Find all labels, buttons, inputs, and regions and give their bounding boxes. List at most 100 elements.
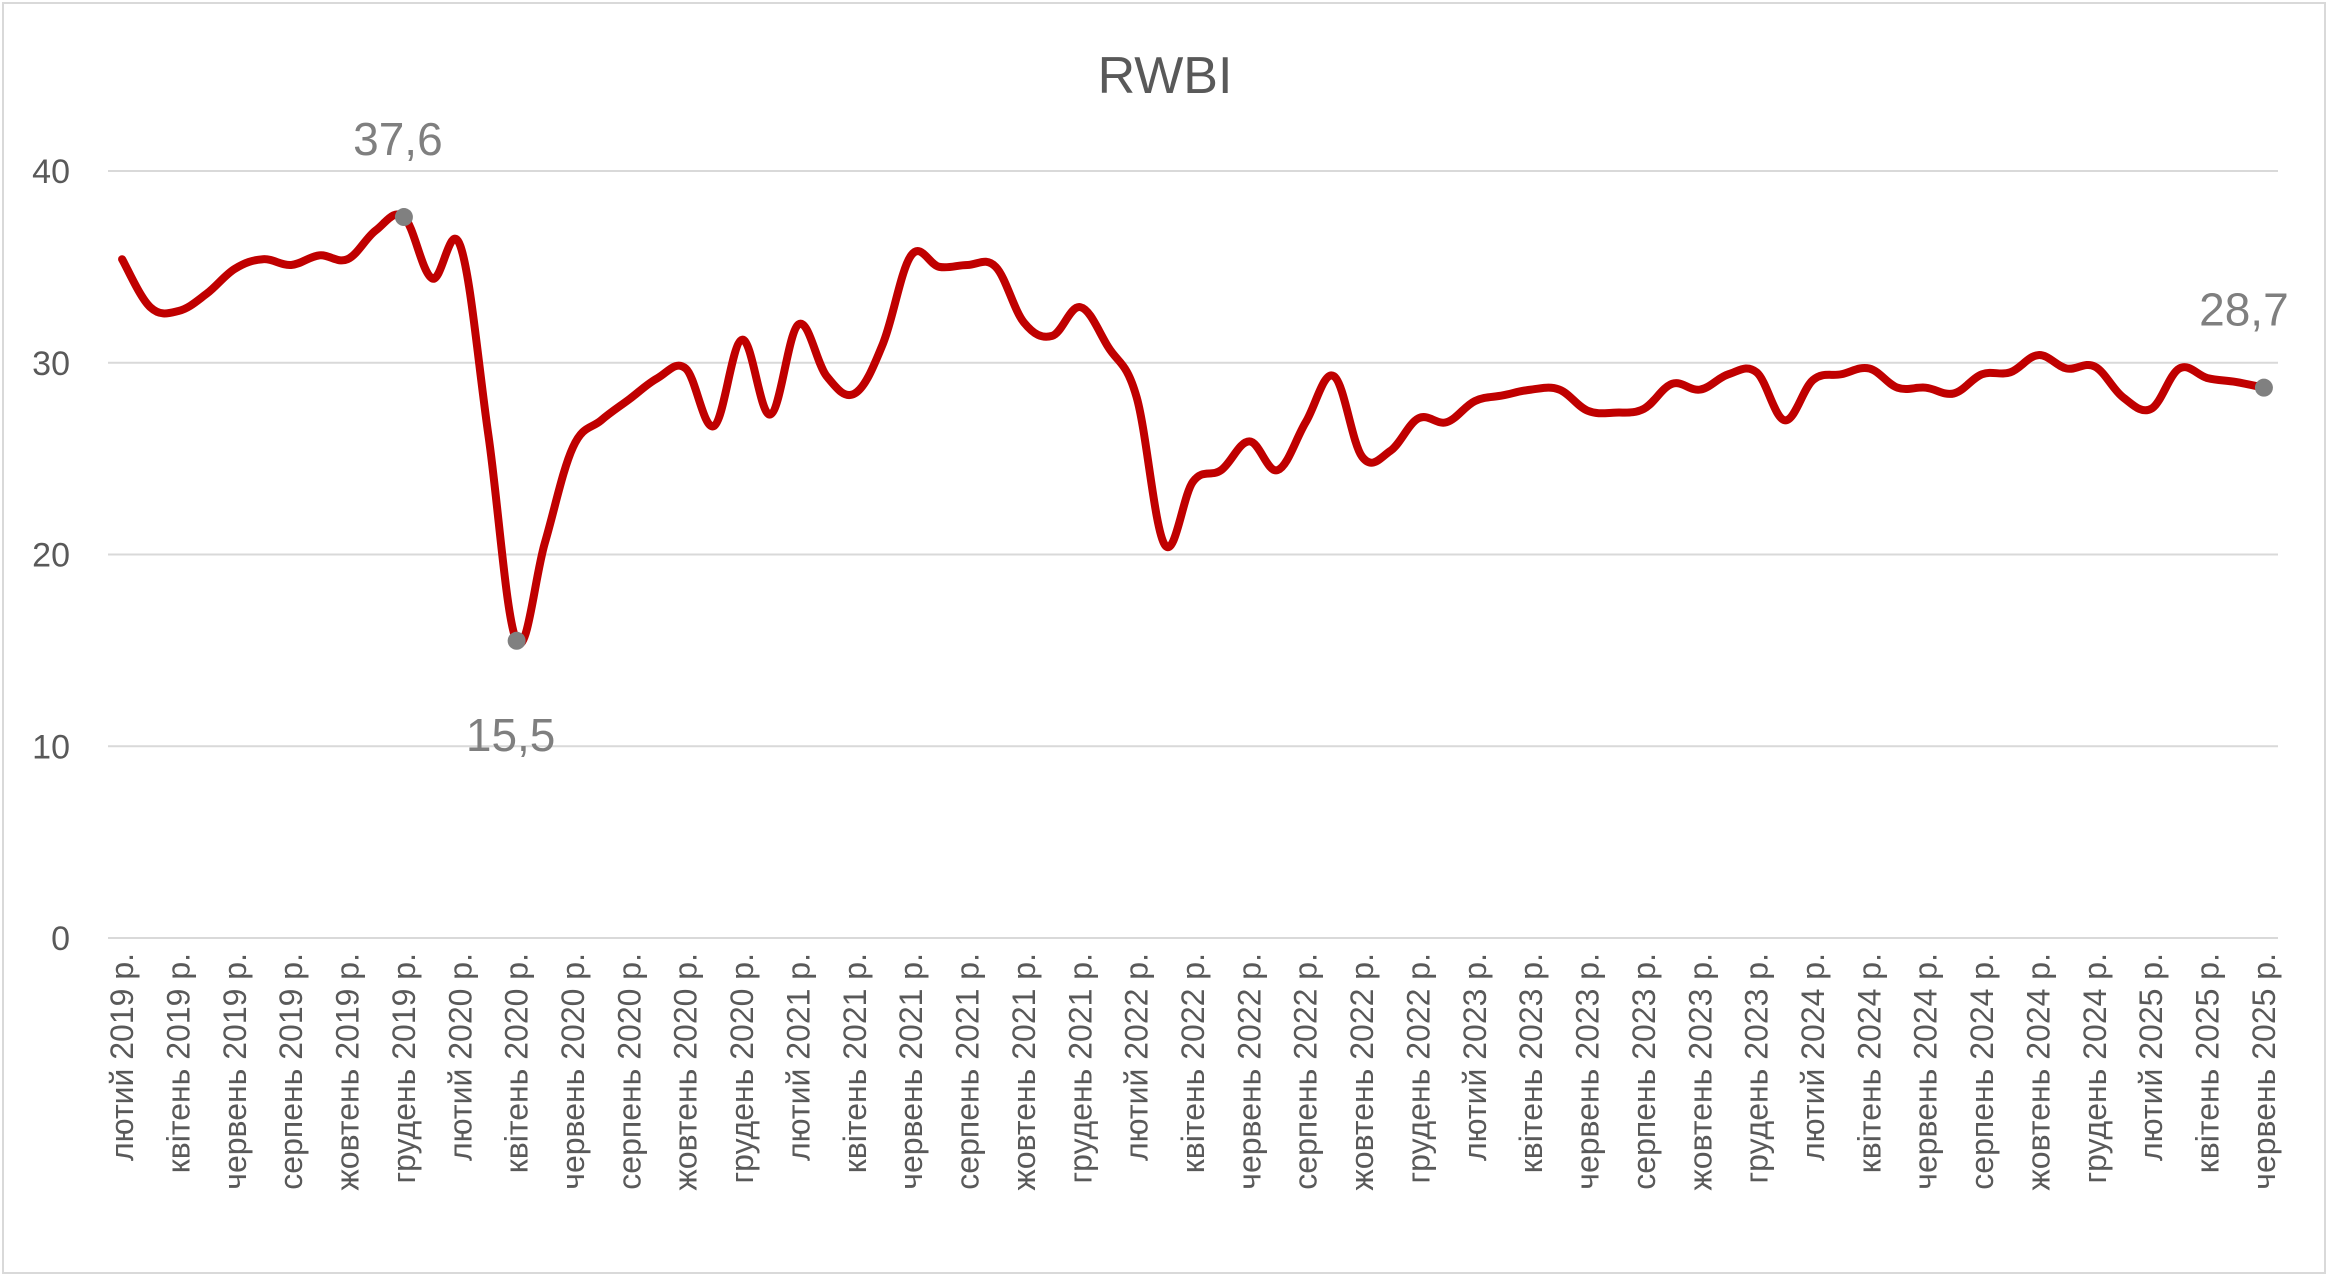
data-point [1275, 467, 1281, 473]
data-point [1895, 385, 1901, 391]
gridlines [108, 170, 2278, 939]
data-point [345, 256, 351, 262]
data-point [1077, 304, 1083, 310]
data-point [1415, 415, 1421, 421]
data-point [1810, 377, 1816, 383]
y-axis-ticks: 0 10 20 30 40 [32, 153, 70, 958]
data-point [2233, 379, 2239, 385]
x-axis-ticks: лютий 2019 р. квітень 2019 р. червень 2019… [104, 953, 2282, 1191]
chart-title: RWBI [1098, 47, 1233, 105]
x-tick-label: серпень 2019 р. [273, 953, 309, 1190]
data-point [655, 375, 661, 381]
data-point [1359, 454, 1365, 460]
x-tick-label: лютий 2023 р. [1457, 953, 1493, 1161]
x-tick-label: лютий 2024 р. [1795, 953, 1831, 1161]
data-point [232, 266, 238, 272]
data-point [2035, 352, 2041, 358]
x-tick-label: жовтень 2022 р. [1344, 953, 1380, 1191]
x-tick-label: квітень 2020 р. [499, 953, 535, 1173]
x-tick-label: серпень 2024 р. [1964, 953, 2000, 1190]
data-point [598, 417, 604, 423]
x-tick-label: квітень 2019 р. [160, 953, 196, 1173]
y-tick-label: 10 [32, 728, 70, 766]
data-point [880, 341, 886, 347]
data-point [147, 304, 153, 310]
data-point [1669, 381, 1675, 387]
data-point [288, 262, 294, 268]
y-tick-label: 40 [32, 153, 70, 191]
data-point [1979, 371, 1985, 377]
data-labels: 37,6 15,5 28,7 [353, 113, 2289, 761]
data-point [767, 412, 773, 418]
data-point [1585, 408, 1591, 414]
data-point [1218, 467, 1224, 473]
x-tick-label: грудень 2022 р. [1400, 953, 1436, 1184]
data-point [485, 433, 491, 439]
x-tick-label: жовтень 2020 р. [668, 953, 704, 1191]
data-point [936, 264, 942, 270]
x-tick-label: серпень 2023 р. [1626, 953, 1662, 1190]
data-point [626, 396, 632, 402]
data-point [1134, 394, 1140, 400]
x-tick-label: червень 2023 р. [1570, 953, 1606, 1190]
data-point [993, 264, 999, 270]
x-tick-label: лютий 2020 р. [442, 953, 478, 1161]
data-point [1951, 390, 1957, 396]
data-point [711, 423, 717, 429]
data-point [2007, 369, 2013, 375]
data-point [542, 540, 548, 546]
data-point [1500, 392, 1506, 398]
x-tick-label: грудень 2023 р. [1739, 953, 1775, 1184]
x-tick-label: серпень 2021 р. [950, 953, 986, 1190]
data-point [2148, 406, 2154, 412]
data-point [795, 321, 801, 327]
x-tick-label: лютий 2019 р. [104, 953, 140, 1161]
data-point [1697, 387, 1703, 393]
data-point [1162, 542, 1168, 548]
data-point [204, 291, 210, 297]
data-point [1641, 406, 1647, 412]
data-point [570, 444, 576, 450]
data-point [119, 256, 125, 262]
data-point [2092, 364, 2098, 370]
data-point [373, 227, 379, 233]
data-label: 28,7 [2199, 284, 2289, 336]
data-point [1444, 419, 1450, 425]
x-tick-label: серпень 2022 р. [1288, 953, 1324, 1190]
highlight-marker [2254, 378, 2273, 397]
data-point [1838, 371, 1844, 377]
x-tick-label: квітень 2021 р. [837, 953, 873, 1173]
x-tick-label: грудень 2021 р. [1062, 953, 1098, 1184]
x-tick-label: лютий 2025 р. [2133, 953, 2169, 1161]
x-tick-label: лютий 2022 р. [1119, 953, 1155, 1161]
x-tick-label: червень 2021 р. [893, 953, 929, 1190]
data-point [1105, 344, 1111, 350]
y-tick-label: 20 [32, 537, 70, 575]
data-point [1556, 387, 1562, 393]
x-tick-label: жовтень 2021 р. [1006, 953, 1042, 1191]
data-point [1021, 319, 1027, 325]
data-point [2064, 366, 2070, 372]
data-point [965, 262, 971, 268]
data-point [2205, 375, 2211, 381]
x-tick-label: квітень 2024 р. [1851, 953, 1887, 1173]
x-tick-label: жовтень 2023 р. [1682, 953, 1718, 1191]
x-tick-label: серпень 2020 р. [611, 953, 647, 1190]
data-point [1866, 366, 1872, 372]
data-point [457, 243, 463, 249]
data-point [1331, 373, 1337, 379]
data-point [1472, 398, 1478, 404]
data-point [1303, 419, 1309, 425]
data-point [908, 252, 914, 258]
data-point [1246, 438, 1252, 444]
x-tick-label: квітень 2023 р. [1513, 953, 1549, 1173]
data-point [1190, 479, 1196, 485]
x-tick-label: жовтень 2019 р. [330, 953, 366, 1191]
rwbi-series-line [118, 210, 2268, 648]
x-tick-label: червень 2019 р. [217, 953, 253, 1190]
data-label: 37,6 [353, 113, 443, 165]
x-tick-label: грудень 2024 р. [2077, 953, 2113, 1184]
x-tick-label: лютий 2021 р. [780, 953, 816, 1161]
data-point [852, 390, 858, 396]
